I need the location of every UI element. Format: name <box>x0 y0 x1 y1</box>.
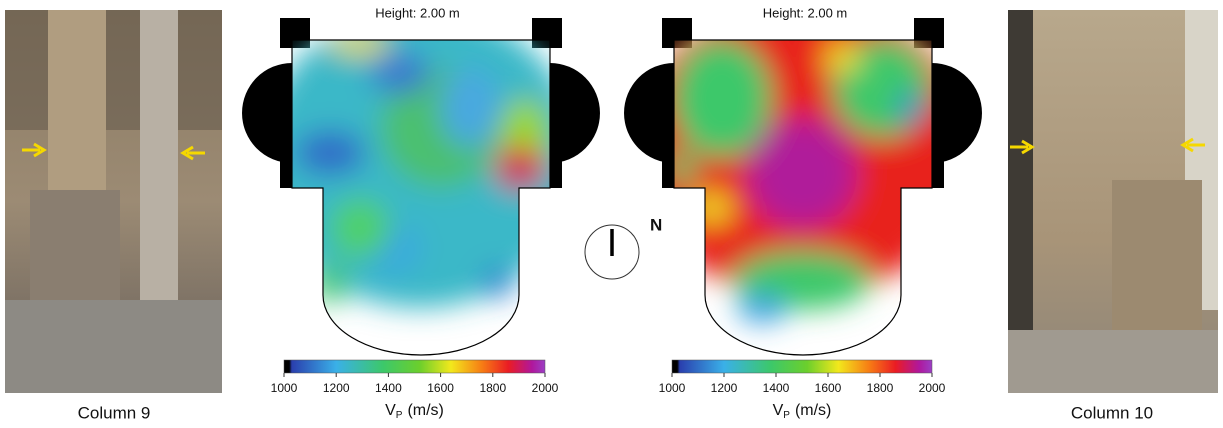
heat-blob <box>692 193 732 223</box>
velocity-map <box>242 8 600 355</box>
colorbar-tick-label: 1600 <box>427 381 454 395</box>
label-sub: P <box>396 410 403 421</box>
colorbar-tick-label: 2000 <box>919 381 946 395</box>
heatmap <box>260 8 580 308</box>
colorbar-tick-label: 1800 <box>867 381 894 395</box>
colorbar-tick-label: 1800 <box>479 381 506 395</box>
apse <box>932 63 982 163</box>
heat-blob <box>370 51 430 95</box>
colorbar-tick-label: 2000 <box>532 381 559 395</box>
compass-label: N <box>650 215 662 234</box>
apse <box>242 63 292 163</box>
label-unit: (m/s) <box>795 402 831 419</box>
heat-blob <box>747 118 857 228</box>
heat-blob <box>898 90 922 126</box>
heat-blob <box>483 268 513 298</box>
heat-blob <box>824 43 860 73</box>
heat-blob <box>672 38 772 158</box>
colorbar-tick-label: 1000 <box>659 381 686 395</box>
label-main: V <box>385 402 396 419</box>
photo-caption: Column 9 <box>78 403 151 422</box>
heat-blob <box>330 198 390 258</box>
map-title: Height: 2.00 m <box>375 5 460 20</box>
label-sub: P <box>783 410 790 421</box>
colorbar-tick-label: 1000 <box>271 381 298 395</box>
apse <box>550 63 600 163</box>
colorbar <box>672 360 932 373</box>
apse <box>624 63 674 163</box>
colorbar-tick-label: 1200 <box>711 381 738 395</box>
heat-blob <box>310 263 350 303</box>
figure: Column 9 Column 10 N Height: 2.00 m 1000 1… <box>0 0 1223 428</box>
colorbar-tick-label: 1400 <box>375 381 402 395</box>
colorbar-label: VP (m/s) <box>385 402 444 420</box>
photo-column-10 <box>1008 10 1218 393</box>
heat-blob <box>295 131 365 175</box>
heat-blobs <box>632 0 972 323</box>
heatmap <box>632 0 972 323</box>
pillar <box>532 18 562 48</box>
heat-blob <box>510 163 530 183</box>
compass <box>585 225 639 279</box>
colorbar <box>284 360 545 373</box>
heat-blobs <box>260 8 580 308</box>
pillar <box>280 18 310 48</box>
heat-blob <box>737 293 787 323</box>
label-unit: (m/s) <box>407 402 443 419</box>
colorbar-tick-label: 1600 <box>815 381 842 395</box>
colorbar-tick-label: 1200 <box>323 381 350 395</box>
heat-blob <box>330 34 390 54</box>
map-title: Height: 2.00 m <box>763 5 848 20</box>
velocity-map <box>624 0 982 355</box>
heat-blob <box>440 68 500 148</box>
colorbar-tick-label: 1400 <box>763 381 790 395</box>
colorbar-label: VP (m/s) <box>773 402 832 420</box>
photo-caption: Column 10 <box>1071 403 1153 422</box>
label-main: V <box>773 402 784 419</box>
photo-column-9 <box>5 10 222 393</box>
